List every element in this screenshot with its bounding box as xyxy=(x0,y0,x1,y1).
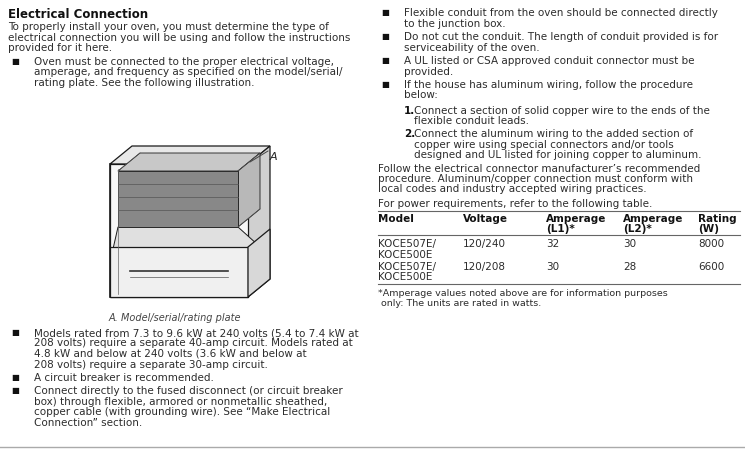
Polygon shape xyxy=(248,147,270,298)
Text: provided for it here.: provided for it here. xyxy=(8,43,112,53)
Text: amperage, and frequency as specified on the model/serial/: amperage, and frequency as specified on … xyxy=(34,67,343,77)
Text: Rating: Rating xyxy=(698,213,737,223)
Text: Voltage: Voltage xyxy=(463,213,508,223)
Polygon shape xyxy=(118,172,238,228)
Text: 6600: 6600 xyxy=(698,262,724,271)
Text: ■: ■ xyxy=(11,386,19,394)
Text: To properly install your oven, you must determine the type of: To properly install your oven, you must … xyxy=(8,22,329,32)
Text: ■: ■ xyxy=(381,56,389,65)
Text: KOCE500E: KOCE500E xyxy=(378,249,432,259)
Text: A: A xyxy=(270,152,278,162)
Text: Do not cut the conduit. The length of conduit provided is for: Do not cut the conduit. The length of co… xyxy=(404,32,718,42)
Polygon shape xyxy=(110,165,248,298)
Text: A circuit breaker is recommended.: A circuit breaker is recommended. xyxy=(34,372,214,382)
Polygon shape xyxy=(118,154,260,172)
Text: (W): (W) xyxy=(698,224,719,234)
Polygon shape xyxy=(238,154,260,228)
Text: copper cable (with grounding wire). See “Make Electrical: copper cable (with grounding wire). See … xyxy=(34,407,330,417)
Text: ■: ■ xyxy=(381,80,389,89)
Text: Electrical Connection: Electrical Connection xyxy=(8,8,148,21)
Text: Oven must be connected to the proper electrical voltage,: Oven must be connected to the proper ele… xyxy=(34,56,334,66)
Text: KOCE500E: KOCE500E xyxy=(378,272,432,282)
Text: designed and UL listed for joining copper to aluminum.: designed and UL listed for joining coppe… xyxy=(414,150,702,160)
Text: KOCE507E/: KOCE507E/ xyxy=(378,238,436,248)
Text: 208 volts) require a separate 30-amp circuit.: 208 volts) require a separate 30-amp cir… xyxy=(34,359,268,369)
Text: For power requirements, refer to the following table.: For power requirements, refer to the fol… xyxy=(378,198,653,208)
Text: box) through flexible, armored or nonmetallic sheathed,: box) through flexible, armored or nonmet… xyxy=(34,396,327,406)
Text: Connect directly to the fused disconnect (or circuit breaker: Connect directly to the fused disconnect… xyxy=(34,386,343,396)
Polygon shape xyxy=(110,147,270,165)
Text: provided.: provided. xyxy=(404,66,453,76)
Text: Flexible conduit from the oven should be connected directly: Flexible conduit from the oven should be… xyxy=(404,8,718,18)
Text: only: The units are rated in watts.: only: The units are rated in watts. xyxy=(378,299,542,308)
Text: electrical connection you will be using and follow the instructions: electrical connection you will be using … xyxy=(8,32,350,42)
Text: 28: 28 xyxy=(623,262,636,271)
Text: Connection” section.: Connection” section. xyxy=(34,417,142,427)
Text: Amperage: Amperage xyxy=(546,213,606,223)
Text: Connect the aluminum wiring to the added section of: Connect the aluminum wiring to the added… xyxy=(414,129,693,139)
Text: 2.: 2. xyxy=(404,129,415,139)
Polygon shape xyxy=(110,248,248,298)
Text: ■: ■ xyxy=(381,32,389,41)
Text: If the house has aluminum wiring, follow the procedure: If the house has aluminum wiring, follow… xyxy=(404,80,693,90)
Text: ■: ■ xyxy=(11,327,19,336)
Text: flexible conduit leads.: flexible conduit leads. xyxy=(414,116,529,126)
Text: 120/208: 120/208 xyxy=(463,262,506,271)
Text: procedure. Aluminum/copper connection must conform with: procedure. Aluminum/copper connection mu… xyxy=(378,174,693,184)
Text: ■: ■ xyxy=(11,56,19,66)
Text: 1.: 1. xyxy=(404,106,415,116)
Text: copper wire using special connectors and/or tools: copper wire using special connectors and… xyxy=(414,139,673,149)
Text: Models rated from 7.3 to 9.6 kW at 240 volts (5.4 to 7.4 kW at: Models rated from 7.3 to 9.6 kW at 240 v… xyxy=(34,327,358,337)
Text: ■: ■ xyxy=(11,372,19,381)
Text: rating plate. See the following illustration.: rating plate. See the following illustra… xyxy=(34,77,255,87)
Text: 4.8 kW and below at 240 volts (3.6 kW and below at: 4.8 kW and below at 240 volts (3.6 kW an… xyxy=(34,348,307,358)
Text: ■: ■ xyxy=(381,8,389,17)
Text: Model: Model xyxy=(378,213,414,223)
Text: (L2)*: (L2)* xyxy=(623,224,652,234)
Text: 30: 30 xyxy=(623,238,636,248)
Polygon shape xyxy=(113,228,268,254)
Text: Follow the electrical connector manufacturer’s recommended: Follow the electrical connector manufact… xyxy=(378,163,700,173)
Text: 32: 32 xyxy=(546,238,559,248)
Text: A. Model/serial/rating plate: A. Model/serial/rating plate xyxy=(109,312,241,322)
Text: *Amperage values noted above are for information purposes: *Amperage values noted above are for inf… xyxy=(378,288,668,298)
Text: Connect a section of solid copper wire to the ends of the: Connect a section of solid copper wire t… xyxy=(414,106,710,116)
Text: to the junction box.: to the junction box. xyxy=(404,19,506,29)
Text: 30: 30 xyxy=(546,262,559,271)
Text: 120/240: 120/240 xyxy=(463,238,506,248)
Text: 8000: 8000 xyxy=(698,238,724,248)
Polygon shape xyxy=(248,229,270,298)
Text: A UL listed or CSA approved conduit connector must be: A UL listed or CSA approved conduit conn… xyxy=(404,56,694,66)
Text: serviceability of the oven.: serviceability of the oven. xyxy=(404,42,539,52)
Text: KOCE507E/: KOCE507E/ xyxy=(378,262,436,271)
Text: Amperage: Amperage xyxy=(623,213,683,223)
Text: below:: below: xyxy=(404,90,438,100)
Text: local codes and industry accepted wiring practices.: local codes and industry accepted wiring… xyxy=(378,184,647,194)
Text: (L1)*: (L1)* xyxy=(546,224,574,234)
Text: 208 volts) require a separate 40-amp circuit. Models rated at: 208 volts) require a separate 40-amp cir… xyxy=(34,338,352,348)
